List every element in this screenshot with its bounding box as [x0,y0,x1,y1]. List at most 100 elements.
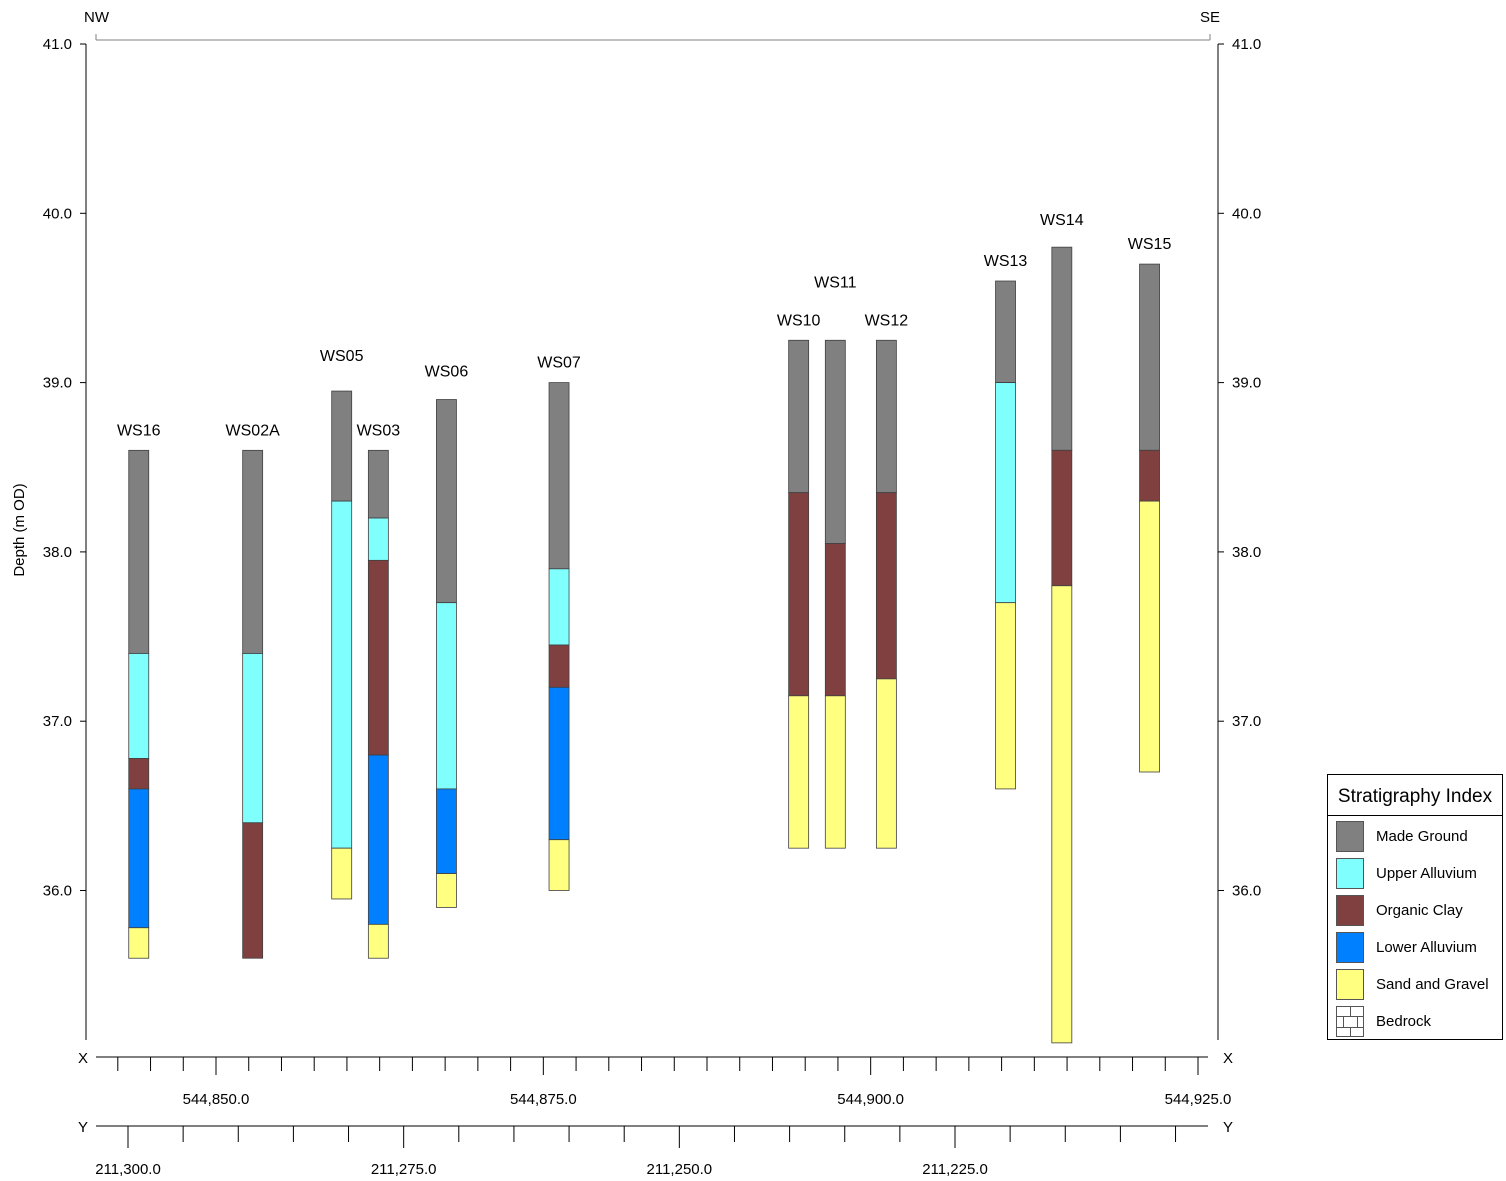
layer-organic-clay [1051,449,1073,587]
x-axis-tick-label: 544,850.0 [183,1091,250,1108]
x-coordinate-axis: X X 544,850.0 544,875.0 544,900.0 544,925.0 [78,1050,1233,1108]
borehole-label: WS10 [777,312,821,329]
layer-made-ground [824,339,846,544]
layer-organic-clay [1139,449,1160,502]
legend-swatch-sand-and-gravel [1336,969,1364,1000]
layer-organic-clay [367,559,389,756]
layer-sand-and-gravel [788,695,810,849]
layer-organic-clay [128,758,150,790]
layer-organic-clay [242,822,264,959]
borehole-label: WS15 [1128,236,1172,253]
x-axis-left-label: X [78,1050,88,1067]
layer-upper-alluvium [995,382,1016,604]
y-coord-tick-label: 211,300.0 [95,1161,161,1178]
right-depth-tick-label: 38.0 [1232,544,1261,561]
layer-made-ground [1051,246,1073,451]
left-depth-tick-label: 41.0 [43,36,72,53]
borehole-ws03: WS03 [357,422,401,959]
layer-made-ground [548,382,570,570]
layer-made-ground [995,280,1016,383]
layer-sand-and-gravel [995,602,1016,790]
direction-nw-label: NW [84,9,110,26]
chart-frame: NW SE [84,9,1220,41]
legend-label: Organic Clay [1376,902,1463,919]
y-coord-axis-right-label: Y [1223,1119,1233,1136]
layer-sand-and-gravel [824,695,846,849]
y-coord-tick-label: 211,250.0 [647,1161,713,1178]
borehole-ws14: WS14 [1040,212,1084,1044]
layer-organic-clay [548,644,570,688]
depth-axes: 41.0 41.0 40.0 40.0 39.0 39.0 38.0 38.0 37.0 37.0… [11,36,1261,1040]
borehole-ws07: WS07 [537,355,581,891]
layer-sand-and-gravel [548,839,570,891]
boreholes: WS16 WS02A WS05 WS03 WS06 WS07 WS10 WS11 WS12 WS1… [117,212,1172,1044]
layer-organic-clay [824,543,846,697]
layer-sand-and-gravel [331,847,353,900]
x-axis-tick-label: 544,900.0 [837,1091,904,1108]
layer-upper-alluvium [548,568,570,646]
legend-swatch-lower-alluvium [1336,932,1364,963]
borehole-label: WS07 [537,355,581,372]
bedrock-pattern-line [1350,1027,1351,1037]
layer-lower-alluvium [436,788,457,874]
layer-sand-and-gravel [1139,500,1160,773]
bedrock-pattern-line [1350,1007,1351,1016]
layer-upper-alluvium [128,653,150,759]
layer-lower-alluvium [548,686,570,841]
right-depth-tick-label: 37.0 [1232,713,1261,730]
layer-made-ground [436,399,457,604]
layer-sand-and-gravel [436,873,457,908]
layer-lower-alluvium [128,788,150,929]
legend-item-upper-alluvium: Upper Alluvium [1336,858,1501,890]
borehole-ws11: WS11 [814,274,857,849]
bedrock-pattern-line [1357,1016,1358,1027]
legend-swatch-made-ground [1336,821,1364,852]
layer-sand-and-gravel [367,923,389,959]
layer-upper-alluvium [331,500,353,849]
borehole-label: WS05 [320,348,364,365]
legend-item-sand-and-gravel: Sand and Gravel [1336,969,1501,1001]
direction-se-label: SE [1200,9,1220,26]
right-depth-tick-label: 36.0 [1232,883,1261,900]
layer-upper-alluvium [436,602,457,790]
borehole-label: WS06 [425,364,469,381]
borehole-ws10: WS10 [777,312,821,849]
right-depth-tick-label: 41.0 [1232,36,1261,53]
borehole-ws05: WS05 [320,348,364,900]
layer-lower-alluvium [367,754,389,925]
borehole-ws12: WS12 [865,312,909,849]
right-depth-tick-label: 39.0 [1232,375,1261,392]
legend-title: Stratigraphy Index [1337,786,1493,807]
left-depth-tick-label: 36.0 [43,883,72,900]
layer-made-ground [331,390,353,502]
borehole-label: WS03 [357,422,401,439]
y-coordinate-axis: Y Y 211,300.0 211,275.0 211,250.0 211,225.0 [78,1119,1233,1178]
legend-item-organic-clay: Organic Clay [1336,895,1501,927]
left-depth-tick-label: 38.0 [43,544,72,561]
borehole-ws16: WS16 [117,422,161,959]
x-axis-tick-label: 544,925.0 [1165,1091,1232,1108]
left-depth-tick-label: 37.0 [43,713,72,730]
right-depth-tick-label: 40.0 [1232,205,1261,222]
layer-organic-clay [788,492,810,697]
y-coord-tick-label: 211,225.0 [922,1161,988,1178]
layer-made-ground [242,449,264,654]
legend-label: Sand and Gravel [1376,976,1489,993]
borehole-label: WS16 [117,422,161,439]
legend-swatch-upper-alluvium [1336,858,1364,889]
legend-swatch-organic-clay [1336,895,1364,926]
layer-organic-clay [875,492,897,680]
borehole-label: WS11 [814,274,856,291]
legend-label: Made Ground [1376,828,1468,845]
x-axis-tick-label: 544,875.0 [510,1091,577,1108]
layer-sand-and-gravel [128,927,150,959]
y-coord-axis-left-label: Y [78,1119,88,1136]
x-axis-right-label: X [1223,1050,1233,1067]
left-depth-tick-label: 39.0 [43,375,72,392]
borehole-label: WS14 [1040,212,1084,229]
layer-made-ground [875,339,897,494]
layer-upper-alluvium [242,653,264,824]
layer-made-ground [1139,263,1160,451]
borehole-label: WS13 [984,253,1028,270]
borehole-label: WS12 [865,312,909,329]
